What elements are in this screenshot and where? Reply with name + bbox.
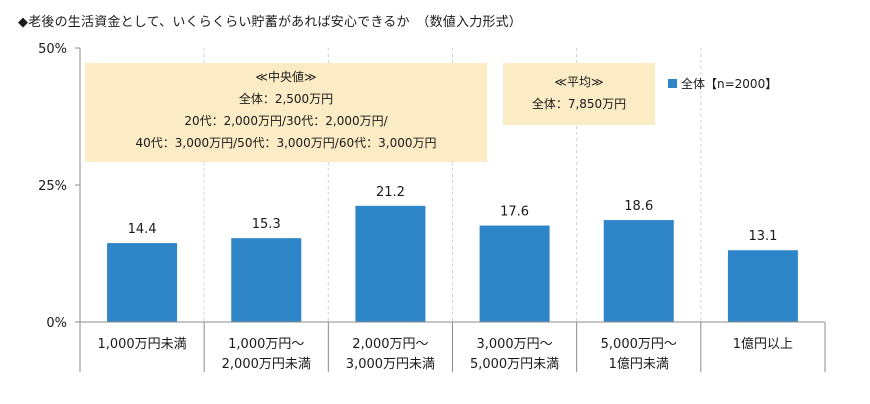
bar [603, 220, 674, 322]
bar [727, 250, 798, 322]
legend-label: 全体【n=2000】 [681, 77, 778, 91]
x-tick-label: 1億円未満 [609, 356, 669, 372]
median-20s-30s: 20代：2,000万円/30代：2,000万円/ [184, 114, 388, 128]
bar [355, 205, 426, 322]
data-label: 15.3 [252, 217, 281, 232]
x-tick-label: 1,000万円未満 [97, 337, 186, 352]
x-tick-label: 3,000万円～ [476, 337, 552, 352]
bar-layer [107, 205, 798, 322]
median-overall: 全体：2,500万円 [238, 92, 334, 106]
data-label: 18.6 [624, 199, 653, 214]
x-tick-label: 2,000万円未満 [222, 357, 311, 372]
x-tick-label: 1億円以上 [733, 336, 793, 352]
label-layer: 14.4 15.3 21.2 17.6 18.6 13.1 [128, 185, 778, 244]
data-label: 21.2 [376, 185, 405, 200]
data-label: 17.6 [500, 205, 529, 220]
mean-annotation: ≪平均≫ 全体：7,850万円 [503, 63, 655, 125]
legend: 全体【n=2000】 [668, 75, 777, 92]
bar [479, 225, 550, 322]
x-tick-label: 2,000万円～ [352, 337, 428, 352]
mean-heading: ≪平均≫ [554, 75, 604, 89]
bar [107, 243, 178, 322]
median-heading: ≪中央値≫ [255, 70, 317, 84]
chart-title: ◆老後の生活資金として、いくらくらい貯蓄があれば安心できるか （数値入力形式） [18, 15, 522, 30]
x-tick-label: 5,000万円～ [601, 337, 677, 352]
legend-swatch [668, 79, 677, 88]
x-tick-label: 5,000万円未満 [470, 357, 559, 372]
mean-overall: 全体：7,850万円 [531, 97, 627, 111]
y-tick-label: 25% [38, 179, 67, 194]
bar [231, 238, 302, 322]
x-tick-label: 3,000万円未満 [346, 357, 435, 372]
data-label: 13.1 [748, 229, 777, 244]
data-label: 14.4 [128, 222, 157, 237]
median-40s-60s: 40代：3,000万円/50代：3,000万円/60代：3,000万円 [135, 136, 437, 150]
grid-layer [203, 48, 702, 322]
x-tick-label: 1,000万円～ [228, 337, 304, 352]
y-tick-label: 50% [38, 42, 67, 57]
axis-layer: 0% 25% 50% 1,000万円未満 1,000万円～ 2,000万円未満 2,000万… [38, 42, 826, 372]
y-tick-label: 0% [46, 316, 67, 331]
median-annotation: ≪中央値≫ 全体：2,500万円 20代：2,000万円/30代：2,000万円… [85, 63, 487, 162]
